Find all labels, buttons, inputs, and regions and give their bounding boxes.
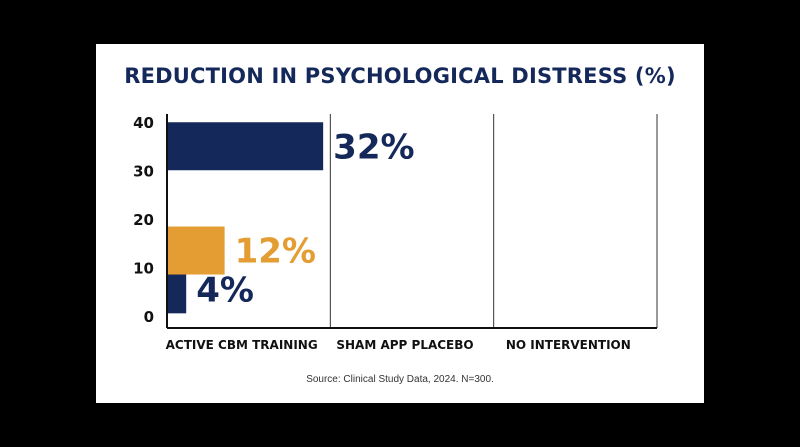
chart-title: REDUCTION IN PSYCHOLOGICAL DISTRESS (%): [124, 64, 676, 88]
chart-card: REDUCTION IN PSYCHOLOGICAL DISTRESS (%) …: [96, 44, 704, 403]
data-label-1: 4%: [196, 270, 254, 310]
chart-source-note: Source: Clinical Study Data, 2024. N=300…: [306, 374, 494, 385]
y-tick-label-10: 10: [133, 260, 154, 278]
bar-sham-app-placebo: [167, 226, 225, 275]
y-tick-label-20: 20: [133, 211, 154, 229]
bar-no-intervention: [167, 122, 324, 171]
chart-svg: 0 10 20 30 40 4%12% 32% ACTIVE CBM TRAINING SHA…: [133, 114, 658, 352]
category-label-1: ACTIVE CBM TRAINING: [166, 338, 318, 352]
data-label-2: 12%: [235, 232, 316, 272]
category-label-2: SHAM APP PLACEBO: [336, 338, 473, 352]
y-tick-label-30: 30: [133, 163, 154, 181]
y-tick-label-40: 40: [133, 114, 154, 132]
data-label-3: 32%: [333, 127, 414, 167]
y-tick-label-0: 0: [144, 308, 154, 326]
category-label-3: NO INTERVENTION: [506, 338, 631, 352]
bar-active-cbm-training: [167, 265, 187, 314]
